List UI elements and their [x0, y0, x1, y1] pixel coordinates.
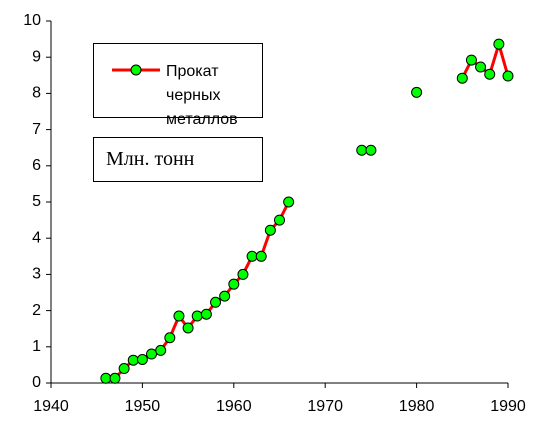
x-tick-label: 1960 [216, 398, 252, 415]
data-point [456, 72, 468, 84]
data-point [191, 310, 203, 322]
data-point [155, 344, 167, 356]
data-point [219, 290, 231, 302]
data-point [365, 144, 377, 156]
data-point [200, 308, 212, 320]
annotation: Млн. тонн [93, 137, 263, 182]
data-point [465, 54, 477, 66]
y-tick-label: 4 [32, 229, 41, 246]
x-tick-label: 1950 [125, 398, 161, 415]
data-point [264, 224, 276, 236]
data-point [228, 278, 240, 290]
y-tick-label: 10 [23, 12, 41, 29]
y-tick-label: 1 [32, 338, 41, 355]
data-point [127, 354, 139, 366]
data-point [356, 144, 368, 156]
y-tick-label: 2 [32, 302, 41, 319]
data-point [173, 310, 185, 322]
data-point [484, 68, 496, 80]
y-tick-label: 6 [32, 157, 41, 174]
y-tick-label: 3 [32, 266, 41, 283]
x-tick-label: 1940 [33, 398, 69, 415]
data-point [100, 372, 112, 384]
x-tick-label: 1990 [490, 398, 526, 415]
y-tick-label: 8 [32, 85, 41, 102]
data-point [210, 296, 222, 308]
data-point [182, 322, 194, 334]
y-tick-label: 9 [32, 48, 41, 65]
data-point [255, 250, 267, 262]
data-point [246, 250, 258, 262]
legend-swatch [112, 64, 160, 76]
data-point [136, 353, 148, 365]
legend-label: Прокат черных металлов [166, 63, 238, 128]
data-point [274, 214, 285, 226]
y-tick-label: 0 [32, 374, 41, 391]
legend-marker [130, 64, 142, 76]
data-point [109, 372, 121, 384]
data-point [493, 38, 505, 50]
legend: Прокат черных металлов [93, 43, 263, 128]
data-point [502, 70, 514, 82]
y-tick-label: 7 [32, 121, 41, 138]
x-tick-label: 1980 [399, 398, 435, 415]
y-tick-label: 5 [32, 193, 41, 210]
data-point [118, 363, 130, 375]
data-point [475, 61, 487, 73]
data-point [146, 348, 158, 360]
data-point [411, 86, 423, 98]
x-tick-label: 1970 [307, 398, 343, 415]
data-point [283, 196, 295, 208]
data-point [164, 332, 176, 344]
data-point [237, 268, 249, 280]
